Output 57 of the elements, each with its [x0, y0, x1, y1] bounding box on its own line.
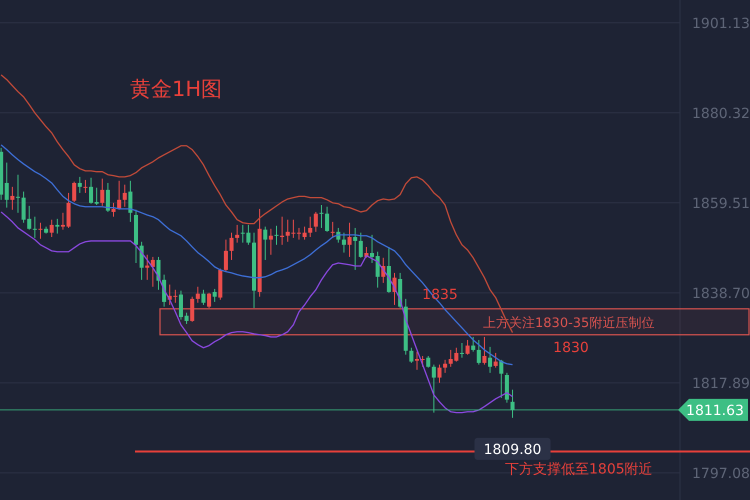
candlestick	[308, 216, 312, 238]
candlestick	[448, 349, 453, 368]
candlestick	[224, 239, 228, 272]
candlestick	[10, 186, 14, 210]
candlestick	[330, 221, 335, 238]
candlestick	[83, 179, 88, 194]
candlestick	[207, 292, 212, 308]
candlestick	[196, 286, 200, 304]
y-tick-label: 1859.51	[692, 196, 750, 212]
candlestick	[348, 222, 352, 258]
ref-line-label: 1811.63	[686, 402, 744, 419]
y-tick-label: 1838.70	[692, 286, 750, 302]
candlestick	[314, 211, 318, 232]
candlestick	[280, 216, 284, 246]
candlestick	[454, 347, 458, 362]
candlestick	[50, 219, 54, 238]
ref-line-label: 下方支撑低至1805附近	[505, 462, 653, 478]
candlestick	[482, 336, 486, 366]
candlestick	[466, 339, 470, 356]
candlestick	[358, 232, 363, 258]
candlestick	[122, 184, 127, 208]
candlestick	[268, 228, 273, 256]
candlestick	[488, 346, 492, 374]
candlestick	[173, 289, 178, 304]
candlestick	[476, 339, 481, 366]
annotation: 1809.80	[484, 442, 542, 458]
text: 1830	[553, 340, 589, 356]
candlestick	[274, 225, 279, 246]
candlestick	[212, 288, 217, 302]
candlestick	[128, 180, 132, 222]
candlestick	[230, 232, 234, 260]
candlestick	[409, 347, 414, 364]
candlestick	[342, 232, 346, 254]
candlestick	[460, 342, 464, 358]
y-tick-label: 1880.32	[692, 106, 750, 122]
candlestick	[494, 352, 498, 368]
text: 黄金1H图	[130, 77, 222, 101]
y-tick-label: 1797.08	[692, 466, 750, 482]
candlestick	[78, 176, 82, 194]
candlestick	[38, 222, 42, 240]
candlestick	[235, 224, 240, 244]
candlestick	[263, 226, 268, 260]
candlestick	[471, 336, 476, 352]
candlestick	[117, 180, 122, 210]
candlestick	[201, 289, 206, 306]
candlestick	[32, 216, 37, 238]
candlestick	[437, 364, 442, 384]
y-tick-label: 1817.89	[692, 376, 750, 392]
candlestick	[190, 296, 194, 322]
y-tick-label: 1901.13	[692, 16, 750, 32]
candlestick	[72, 181, 76, 202]
candlestick	[112, 202, 116, 218]
band-label: 上方关注1830-35附近压制位	[483, 314, 654, 331]
candlestick	[106, 182, 110, 212]
candlestick	[426, 355, 430, 368]
candlestick	[100, 178, 104, 206]
candlestick	[353, 227, 358, 270]
